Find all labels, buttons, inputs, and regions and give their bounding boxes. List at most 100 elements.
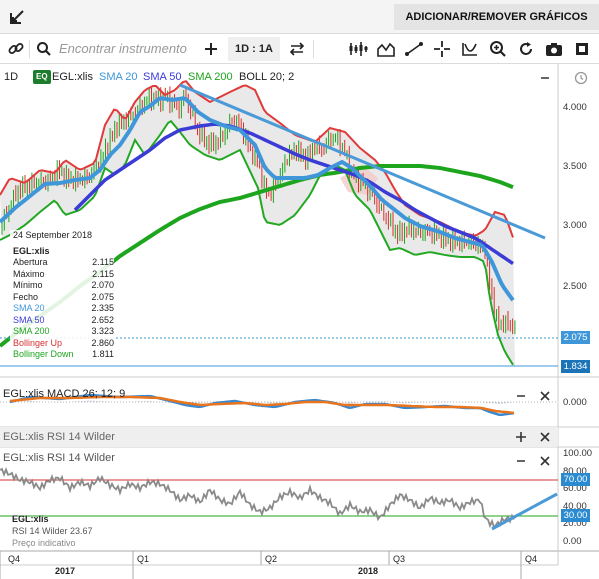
info-row-value: 2.652 [91, 314, 114, 325]
rsi-tick: 80.00 [563, 466, 587, 477]
expand-icon[interactable] [514, 430, 528, 444]
link-icon[interactable] [4, 36, 28, 62]
trend-line [179, 83, 546, 240]
rsi-info-box: EGL:xlis RSI 14 Wilder 23.67 Preço indic… [12, 513, 93, 549]
rsi-trend-line [491, 492, 558, 531]
sma200-level-badge: 1.834 [561, 360, 590, 373]
chart-toolbar: Encontrar instrumento 1D : 1A [0, 34, 599, 64]
info-date: 24 September 2018 [13, 230, 93, 240]
search-input[interactable]: Encontrar instrumento [32, 38, 196, 60]
info-rows: Abertura 2.115 Máximo 2.115 Mínimo 2.070 Fecho… [10, 257, 114, 361]
main-chart-legend: 1D EQ EGL:xlis SMA 20 SMA 50 SMA 200 BOL… [0, 68, 560, 86]
info-row-value: 2.075 [91, 291, 114, 302]
minimize-icon[interactable] [538, 71, 552, 85]
info-row-key: SMA 50 [13, 314, 45, 325]
info-row-key: Bollinger Down [13, 349, 74, 359]
macd-zero-tick: 0.000 [563, 397, 587, 408]
legend-bollinger[interactable]: BOLL 20; 2 [239, 71, 295, 83]
info-row-key: SMA 20 [13, 303, 45, 313]
info-row-key: SMA 200 [13, 326, 50, 336]
rsi-tick: 0.00 [563, 536, 582, 547]
price-tick: 4.000 [563, 102, 587, 113]
rsi-tick: 100.00 [563, 448, 593, 459]
close-icon[interactable] [538, 430, 552, 444]
info-row: Bollinger Down 1.811 [10, 349, 114, 361]
minimize-icon[interactable] [514, 389, 528, 403]
draw-line-icon[interactable] [402, 36, 426, 62]
x-quarter-label: Q4 [8, 554, 21, 564]
info-symbol: EGL:xlis [13, 245, 50, 256]
rsi-info-note: Preço indicativo [12, 538, 76, 548]
rsi-collapsed-bar[interactable] [0, 427, 558, 447]
symbol-label[interactable]: EGL:xlis [52, 71, 93, 83]
search-placeholder: Encontrar instrumento [59, 41, 187, 56]
macd-pane-label: EGL:xlis MACD 26; 12; 9 [3, 388, 126, 400]
period-selector[interactable]: 1D : 1A [228, 37, 280, 61]
add-remove-charts-button[interactable]: ADICIONAR/REMOVER GRÁFICOS [394, 4, 599, 30]
info-row: Abertura 2.115 [10, 257, 114, 269]
rsi-collapsed-label: EGL:xlis RSI 14 Wilder [3, 431, 115, 443]
bollinger-band-fill [0, 81, 515, 368]
camera-icon[interactable] [542, 36, 566, 62]
toolbar-divider [29, 40, 30, 58]
clock-icon[interactable] [574, 71, 588, 85]
chart-type-icon[interactable] [374, 36, 398, 62]
interval-label: 1D [4, 71, 19, 83]
close-icon[interactable] [538, 454, 552, 468]
rsi-tick: 20.00 [563, 518, 587, 529]
info-row-value: 2.335 [91, 303, 114, 313]
rsi-tick: 40.00 [563, 501, 587, 512]
legend-sma200[interactable]: SMA 200 [188, 71, 233, 83]
search-icon [37, 42, 51, 56]
reset-icon[interactable] [514, 36, 538, 62]
rsi-upper-badge: 70.00 [561, 473, 590, 486]
rsi-info-value: RSI 14 Wilder 23.67 [12, 526, 93, 536]
rsi-tick: 60.00 [563, 483, 587, 494]
legend-sma20[interactable]: SMA 20 [99, 71, 138, 83]
price-tick: 3.500 [563, 161, 587, 172]
close-icon[interactable] [538, 389, 552, 403]
info-row: Máximo 2.115 [10, 269, 114, 281]
info-row-value: 1.811 [92, 349, 114, 359]
price-tick: 2.500 [563, 281, 587, 292]
info-row: Fecho 2.075 [10, 292, 114, 304]
minimize-icon[interactable] [514, 454, 528, 468]
signal-icon[interactable] [458, 36, 482, 62]
x-quarter-label: Q2 [265, 554, 278, 564]
popout-icon[interactable] [4, 4, 30, 30]
info-row: Mínimo 2.070 [10, 280, 114, 292]
info-row: SMA 200 3.323 [10, 326, 114, 338]
crosshair-icon[interactable] [430, 36, 454, 62]
sma50-line [73, 122, 514, 266]
equity-badge: EQ [33, 70, 51, 84]
info-row-key: Fecho [13, 291, 39, 302]
info-row-key: Bollinger Up [13, 337, 63, 348]
top-bar: ADICIONAR/REMOVER GRÁFICOS [0, 0, 599, 34]
info-row-value: 3.323 [91, 326, 114, 336]
compare-icon[interactable] [285, 36, 309, 62]
zoom-in-icon[interactable] [486, 36, 510, 62]
rsi-pane-label: EGL:xlis RSI 14 Wilder [3, 452, 115, 464]
info-row-value: 2.115 [92, 268, 114, 279]
info-row: SMA 50 2.652 [10, 315, 114, 327]
rsi-info-symbol: EGL:xlis [12, 514, 49, 524]
info-row-key: Abertura [13, 257, 48, 267]
x-quarter-label: Q4 [525, 554, 538, 564]
rsi-line [0, 467, 515, 530]
sma20-line [0, 96, 515, 302]
info-row-key: Mínimo [13, 280, 43, 290]
plus-icon[interactable] [199, 36, 223, 62]
rsi-lower-badge: 30.00 [561, 509, 590, 522]
toolbar-divider [313, 40, 314, 58]
info-row-value: 2.860 [91, 337, 114, 348]
x-quarter-label: Q3 [393, 554, 406, 564]
ohlc-info-box: 24 September 2018 EGL:xlis Abertura 2.115… [10, 230, 114, 361]
info-row-key: Máximo [13, 268, 45, 279]
info-row-value: 2.070 [91, 280, 114, 290]
indicators-icon[interactable] [346, 36, 370, 62]
x-quarter-label: Q1 [137, 554, 150, 564]
fullscreen-icon[interactable] [570, 36, 594, 62]
legend-sma50[interactable]: SMA 50 [143, 71, 182, 83]
